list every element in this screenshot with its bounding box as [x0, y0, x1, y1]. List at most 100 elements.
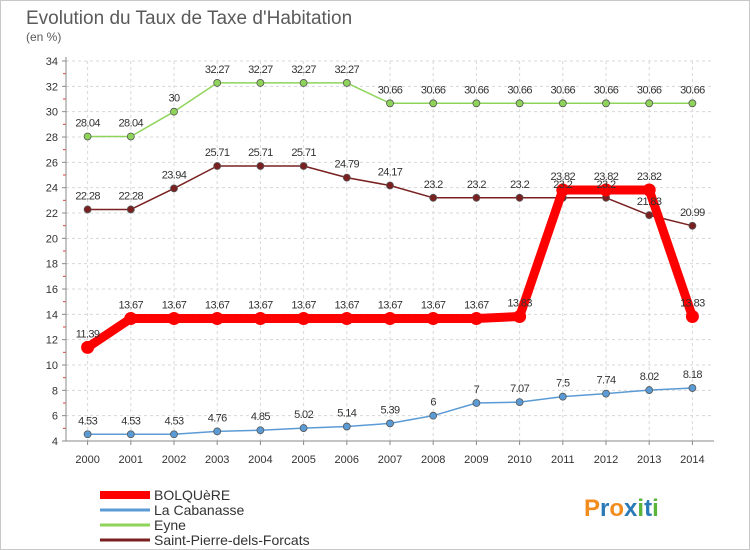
proxiti-logo: Proxiti [584, 495, 659, 522]
legend-label: La Cabanasse [154, 502, 245, 518]
data-point [429, 99, 438, 108]
data-point [170, 430, 178, 439]
data-label: 23.82 [594, 171, 619, 183]
y-tick-label: 26 [46, 157, 58, 169]
logo-letter: t [644, 495, 652, 522]
logo-letter: r [600, 495, 609, 522]
data-labels: 28.04 28.04 30 32.27 32.27 32.27 32.27 30.66 30.… [75, 64, 705, 427]
data-label: 13.67 [205, 300, 230, 312]
data-label: 32.27 [205, 64, 230, 76]
data-label: 22.28 [119, 190, 144, 202]
data-label: 30.66 [378, 84, 403, 96]
data-point [386, 419, 394, 428]
data-label: 23.2 [424, 179, 443, 191]
data-label: 7 [474, 384, 480, 396]
chart-subtitle: (en %) [26, 30, 61, 44]
data-label: 7.5 [556, 378, 570, 390]
data-point [515, 193, 524, 202]
data-point [426, 312, 440, 326]
y-tick-label: 10 [46, 360, 58, 372]
data-label: 7.07 [510, 383, 529, 395]
data-point [83, 132, 92, 141]
data-label: 13.67 [119, 300, 144, 312]
data-label: 23.2 [510, 179, 529, 191]
data-label: 11.39 [76, 328, 100, 340]
legend-swatch [100, 508, 150, 512]
data-label: 23.2 [467, 179, 486, 191]
data-label: 32.27 [248, 64, 273, 76]
y-tick-label: 22 [46, 208, 58, 220]
x-tick-label: 2009 [464, 454, 488, 466]
data-point [386, 181, 394, 190]
data-point [386, 99, 394, 108]
x-tick-label: 2008 [421, 454, 445, 466]
data-label: 13.67 [291, 300, 316, 312]
data-point [645, 386, 654, 394]
legend-label: BOLQUèRE [154, 487, 230, 503]
data-label: 25.71 [205, 147, 230, 159]
logo-letter: x [624, 495, 638, 522]
data-label: 8.02 [640, 371, 659, 383]
data-point [126, 205, 135, 214]
logo-letter: P [584, 495, 600, 522]
x-tick-label: 2005 [291, 454, 315, 466]
data-point [124, 312, 138, 326]
data-point [297, 312, 311, 326]
data-point [602, 389, 610, 398]
data-label: 25.71 [291, 147, 316, 159]
data-label: 13.83 [680, 297, 705, 309]
data-point [645, 211, 654, 220]
x-tick-label: 2007 [378, 454, 402, 466]
data-point [472, 193, 481, 202]
data-label: 4.85 [251, 411, 270, 423]
x-tick-label: 2011 [551, 454, 575, 466]
x-tick-label: 2002 [162, 454, 186, 466]
data-point [256, 426, 265, 435]
data-point [685, 309, 699, 323]
x-tick-label: 2006 [335, 454, 359, 466]
y-tick-label: 14 [46, 309, 58, 321]
data-label: 5.14 [337, 408, 356, 420]
data-point [340, 312, 354, 326]
x-tick-label: 2010 [507, 454, 531, 466]
series [81, 79, 699, 439]
data-label: 13.83 [507, 297, 532, 309]
data-point [558, 99, 567, 108]
data-point [558, 392, 567, 401]
data-label: 20.99 [680, 207, 705, 219]
data-label: 8.18 [683, 369, 702, 381]
data-point [515, 99, 524, 108]
y-tick-label: 32 [46, 81, 58, 93]
data-label: 30.66 [464, 84, 489, 96]
chart-title: Evolution du Taux de Taxe d'Habitation [26, 8, 352, 29]
data-label: 7.74 [596, 375, 615, 387]
data-label: 30.66 [680, 84, 705, 96]
data-label: 23.82 [551, 171, 576, 183]
y-tick-label: 20 [46, 233, 58, 245]
data-point [213, 79, 222, 87]
data-label: 6 [430, 397, 436, 409]
y-tick-label: 30 [46, 107, 58, 119]
data-label: 5.02 [294, 409, 313, 421]
data-label: 32.27 [335, 64, 360, 76]
data-point [515, 398, 524, 407]
data-label: 23.2 [596, 179, 615, 191]
data-label: 22.28 [75, 190, 100, 202]
data-point [256, 79, 265, 87]
y-tick-label: 24 [46, 183, 58, 195]
y-tick-label: 34 [46, 56, 58, 68]
data-label: 23.82 [637, 171, 662, 183]
data-label: 30.66 [551, 84, 576, 96]
data-label: 13.67 [421, 300, 446, 312]
data-point [429, 193, 438, 202]
data-point [599, 183, 613, 197]
data-point [299, 162, 308, 170]
x-tick-label: 2004 [248, 454, 272, 466]
data-point [688, 221, 697, 230]
data-label: 13.67 [248, 300, 273, 312]
data-label: 28.04 [75, 117, 100, 129]
data-label: 30 [168, 93, 180, 105]
